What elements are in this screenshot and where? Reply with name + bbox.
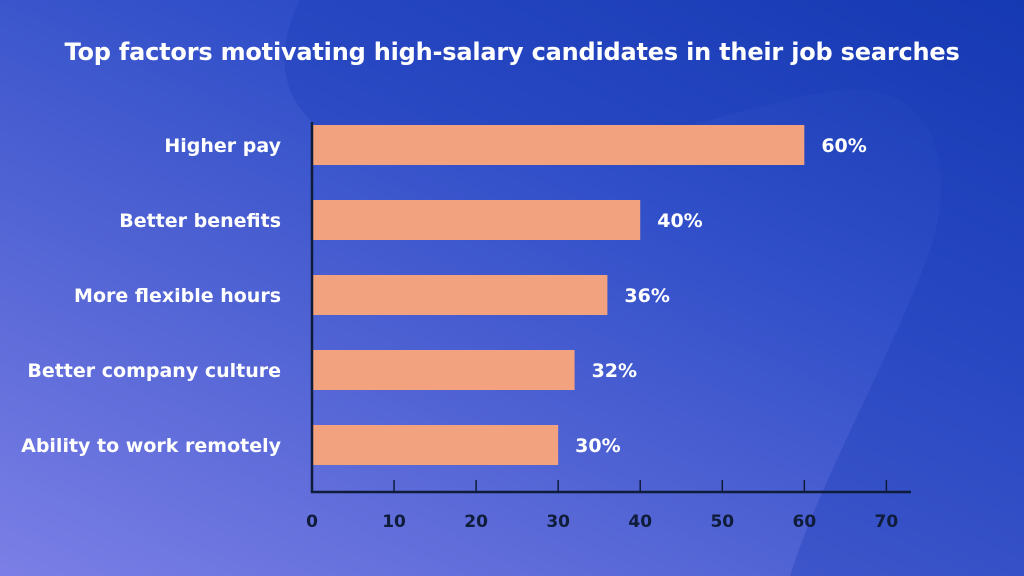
category-label: Better benefits xyxy=(119,210,281,232)
value-label: 60% xyxy=(821,135,866,157)
value-label: 36% xyxy=(624,285,669,307)
x-tick-label: 40 xyxy=(628,512,652,532)
bars-layer xyxy=(312,125,805,465)
category-label: More flexible hours xyxy=(74,285,281,307)
value-label: 32% xyxy=(592,360,637,382)
x-tick-label: 0 xyxy=(306,512,318,532)
x-tick-label: 10 xyxy=(382,512,406,532)
value-label: 30% xyxy=(575,435,620,457)
category-label: Better company culture xyxy=(27,360,281,382)
value-label: 40% xyxy=(657,210,702,232)
category-label: Higher pay xyxy=(164,135,281,157)
x-tick-label: 30 xyxy=(546,512,570,532)
chart-title: Top factors motivating high-salary candi… xyxy=(64,38,960,66)
axis-layer: 0 10 20 30 40 50 60 70 xyxy=(306,122,911,532)
category-label: Ability to work remotely xyxy=(21,435,281,457)
x-tick-label: 70 xyxy=(875,512,899,532)
labels-layer: Higher pay 60% Better benefits 40% More flex… xyxy=(21,135,867,457)
bar xyxy=(312,125,805,165)
bar xyxy=(312,425,559,465)
bar xyxy=(312,200,641,240)
bar xyxy=(312,275,608,315)
x-tick-label: 60 xyxy=(792,512,816,532)
x-tick-label: 20 xyxy=(464,512,488,532)
x-tick-label: 50 xyxy=(710,512,734,532)
bar xyxy=(312,350,575,390)
